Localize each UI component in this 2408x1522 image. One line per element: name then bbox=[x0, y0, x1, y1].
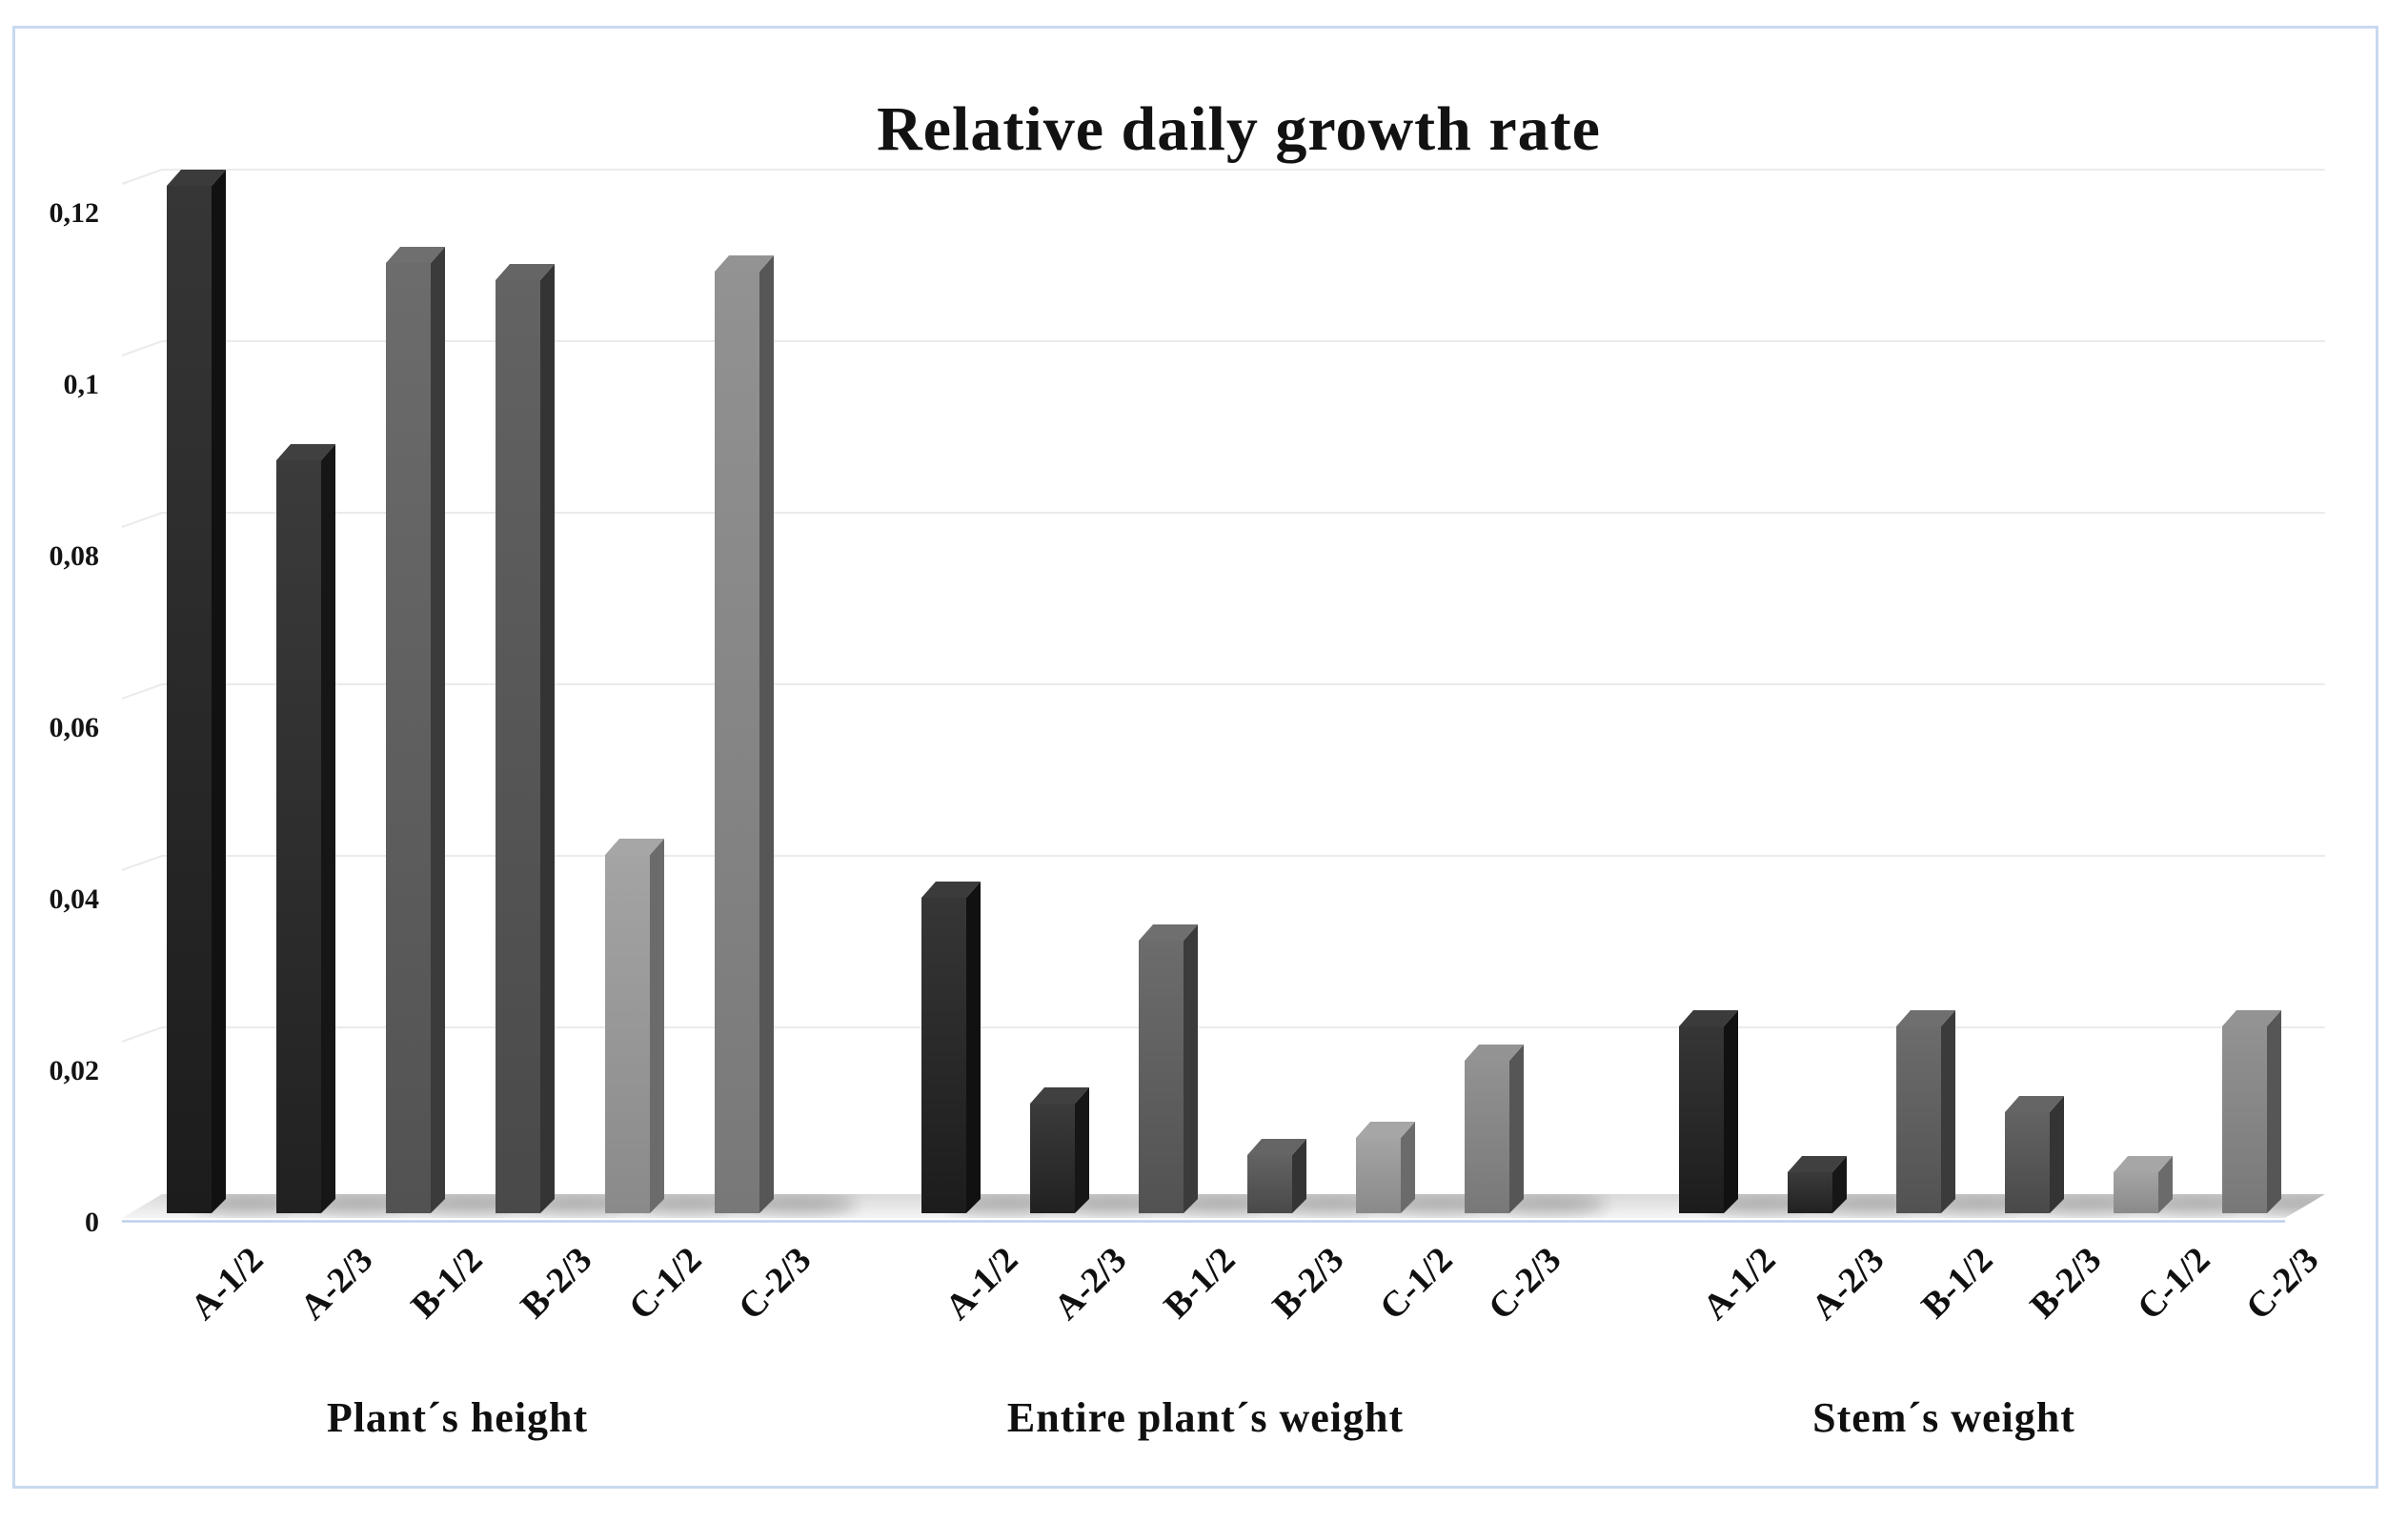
bar-plant-s-height-a-2-3 bbox=[276, 444, 335, 1213]
gridline-sidewall bbox=[121, 340, 163, 356]
y-tick-label: 0,1 bbox=[63, 369, 100, 400]
y-tick-label: 0,08 bbox=[49, 540, 100, 572]
bar-stem-s-weight-b-1-2 bbox=[1896, 1010, 1955, 1213]
gridline-sidewall bbox=[121, 1026, 163, 1043]
bar-entire-plant-s-weight-c-2-3 bbox=[1465, 1045, 1524, 1213]
bar-plant-s-height-b-2-3 bbox=[496, 264, 555, 1213]
gridline-sidewall bbox=[121, 855, 163, 871]
bar-plant-s-height-b-1-2 bbox=[386, 247, 445, 1213]
bar-entire-plant-s-weight-a-2-3 bbox=[1030, 1087, 1089, 1213]
gridline-sidewall bbox=[121, 512, 163, 528]
y-tick-label: 0 bbox=[85, 1207, 99, 1238]
bar-entire-plant-s-weight-a-1-2 bbox=[921, 882, 981, 1213]
group-label-stem-s-weight: Stem´s weight bbox=[1812, 1394, 2075, 1441]
y-tick-label: 0,12 bbox=[49, 197, 100, 229]
bar-plant-s-height-c-1-2 bbox=[605, 839, 664, 1213]
bar-stem-s-weight-c-2-3 bbox=[2222, 1010, 2281, 1213]
bar-stem-s-weight-a-2-3 bbox=[1788, 1156, 1847, 1213]
bar-entire-plant-s-weight-b-2-3 bbox=[1247, 1139, 1306, 1213]
bar-entire-plant-s-weight-b-1-2 bbox=[1139, 924, 1198, 1213]
y-tick-label: 0,04 bbox=[49, 883, 100, 915]
bar-stem-s-weight-c-1-2 bbox=[2114, 1156, 2173, 1213]
bar-plant-s-height-a-1-2 bbox=[167, 170, 226, 1213]
group-label-plant-s-height: Plant´s height bbox=[326, 1394, 589, 1441]
gridline-sidewall bbox=[121, 683, 163, 700]
bar-plant-s-height-c-2-3 bbox=[715, 255, 774, 1213]
gridline-sidewall bbox=[121, 169, 163, 185]
group-label-entire-plant-s-weight: Entire plant´s weight bbox=[1006, 1394, 1405, 1441]
bar-stem-s-weight-a-1-2 bbox=[1679, 1010, 1738, 1213]
y-tick-label: 0,06 bbox=[49, 712, 100, 743]
chart-title: Relative daily growth rate bbox=[877, 94, 1601, 164]
bar-entire-plant-s-weight-c-1-2 bbox=[1356, 1122, 1415, 1213]
bar-stem-s-weight-b-2-3 bbox=[2005, 1096, 2064, 1213]
chart-frame-border bbox=[12, 26, 2378, 1489]
y-tick-label: 0,02 bbox=[49, 1055, 100, 1086]
